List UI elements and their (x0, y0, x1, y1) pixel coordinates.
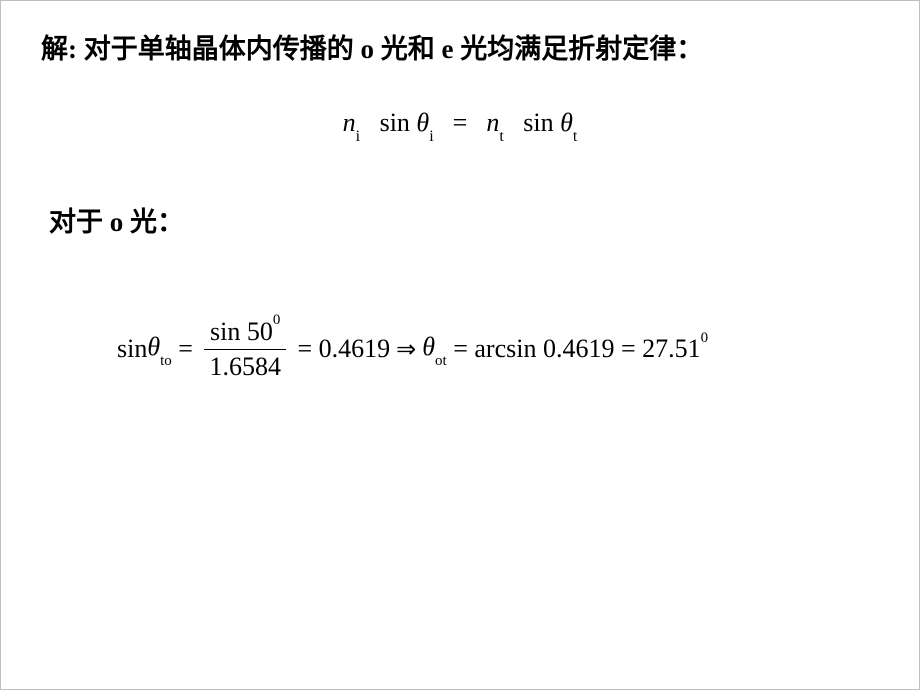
var-theta-to: θto (147, 332, 171, 366)
solution-intro-text: 解: 对于单轴晶体内传播的 o 光和 e 光均满足折射定律： (41, 29, 879, 70)
var-theta-ot: θot (422, 332, 446, 366)
var-n-t: nt (486, 108, 503, 137)
sin-function: sin (523, 108, 553, 137)
var-n-i: ni (343, 108, 360, 137)
value-1: 0.4619 (319, 334, 391, 364)
arcsin-function: arcsin (474, 334, 536, 364)
sin-function: sin (380, 108, 410, 137)
sin-function: sin (117, 334, 147, 364)
result-value: 27.510 (642, 334, 708, 364)
var-theta-i: θi (416, 108, 433, 137)
fraction-denominator: 1.6584 (203, 350, 287, 382)
fraction-numerator: sin 500 (204, 317, 286, 350)
value-2: 0.4619 (543, 334, 615, 364)
o-light-label: 对于 o 光： (49, 200, 879, 239)
var-theta-t: θt (560, 108, 577, 137)
snell-law-equation: ni sin θi = nt sin θt (41, 108, 879, 142)
equals-sign: = (453, 108, 468, 137)
o-light-calculation: sin θto = sin 500 1.6584 = 0.4619 ⇒ θot … (117, 317, 879, 382)
fraction: sin 500 1.6584 (203, 317, 287, 382)
implies-arrow: ⇒ (396, 335, 416, 364)
